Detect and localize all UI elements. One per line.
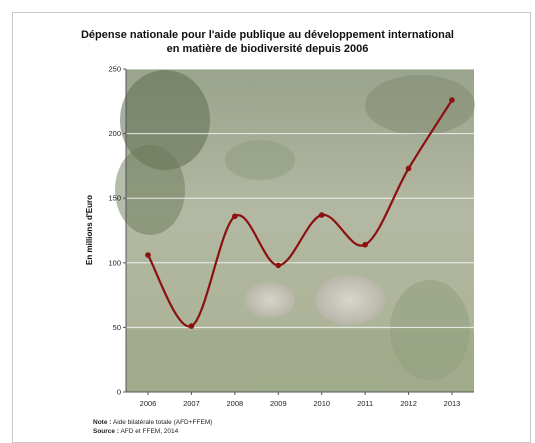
data-point [318, 212, 325, 218]
data-point [362, 241, 368, 248]
axes [125, 69, 474, 393]
y-axis-ticks: 0 50 100 150 200 250 [108, 65, 126, 397]
grid-lines [126, 68, 474, 328]
y-tick-label: 100 [108, 258, 121, 267]
x-tick-label: 2012 [400, 399, 417, 408]
data-point [232, 213, 238, 220]
y-tick-label: 0 [117, 388, 121, 397]
data-point [449, 97, 455, 103]
x-tick-label: 2008 [227, 399, 244, 408]
x-tick-label: 2009 [270, 399, 287, 408]
data-point [145, 252, 151, 258]
y-axis-label: En millions d'Euro [85, 195, 94, 265]
x-tick-label: 2011 [357, 399, 373, 408]
source-line: Source : AFD et FFEM, 2014 [93, 427, 212, 436]
x-tick-label: 2007 [183, 399, 200, 408]
series-line [147, 99, 453, 328]
chart-title-line-1: Dépense nationale pour l'aide publique a… [80, 29, 454, 41]
data-points [145, 97, 455, 329]
note-label: Note : [93, 419, 112, 426]
note-line: Note : Aide bilatérale totale (AFD+FFEM) [93, 418, 212, 427]
x-axis-ticks: 2006 2007 2008 2009 2010 2011 2012 2013 [140, 392, 461, 408]
chart-title: Dépense nationale pour l'aide publique a… [0, 28, 535, 56]
x-tick-label: 2010 [313, 399, 330, 408]
source-text: AFD et FFEM, 2014 [120, 428, 179, 435]
note-text: Aide bilatérale totale (AFD+FFEM) [112, 419, 213, 426]
y-tick-label: 50 [113, 323, 121, 332]
data-point [188, 323, 195, 329]
y-tick-label: 150 [108, 194, 121, 203]
x-tick-label: 2006 [140, 399, 157, 408]
y-tick-label: 200 [108, 129, 121, 138]
x-tick-label: 2013 [444, 399, 461, 408]
source-label: Source : [93, 428, 120, 435]
y-tick-label: 250 [108, 65, 121, 74]
footnote: Note : Aide bilatérale totale (AFD+FFEM)… [93, 418, 212, 436]
plot-background-photo [115, 69, 475, 392]
data-point [275, 262, 282, 269]
data-point [405, 165, 412, 172]
chart-title-line-2: en matière de biodiversité depuis 2006 [166, 43, 369, 55]
